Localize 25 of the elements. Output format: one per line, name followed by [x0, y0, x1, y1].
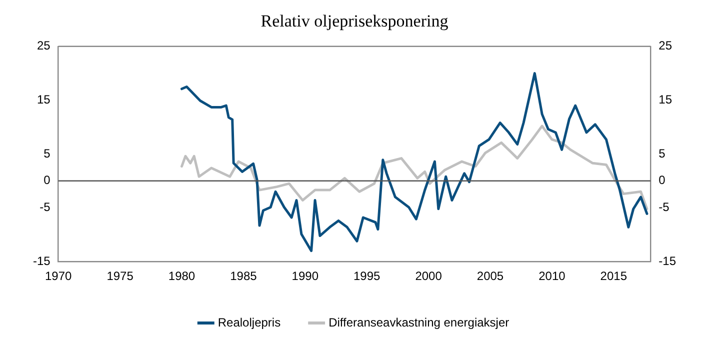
y2-tick-label: 15 [658, 92, 672, 107]
y-tick-label: 15 [36, 92, 51, 107]
y-tick-label: 0 [44, 173, 51, 188]
x-tick-label: 1975 [106, 269, 134, 284]
x-tick-label: 2010 [538, 269, 566, 284]
x-tick-label: 2015 [600, 269, 628, 284]
y-tick-label: -5 [40, 200, 51, 214]
x-tick-label: 1970 [44, 269, 72, 284]
y2-tick-label: -5 [658, 200, 670, 214]
y2-tick-label: 5 [658, 146, 666, 160]
x-tick-label: 2005 [476, 269, 504, 284]
legend-label: Differanseavkastning energiaksjer [328, 315, 510, 330]
y-tick-label: -15 [33, 254, 51, 268]
x-tick-label: 1985 [230, 269, 258, 284]
y-tick-label: 25 [36, 38, 51, 53]
y-tick-label: 5 [44, 146, 51, 160]
chart-title: Relativ oljepriseksponering [260, 12, 449, 31]
legend-label: Realoljepris [218, 315, 281, 330]
x-tick-label: 1980 [168, 269, 196, 284]
x-tick-label: 2000 [415, 269, 442, 284]
x-tick-label: 1990 [292, 269, 319, 284]
y2-tick-label: 0 [658, 173, 666, 188]
y2-tick-label: -15 [658, 254, 676, 268]
x-tick-label: 1995 [353, 269, 381, 284]
y2-tick-label: 25 [658, 38, 672, 53]
